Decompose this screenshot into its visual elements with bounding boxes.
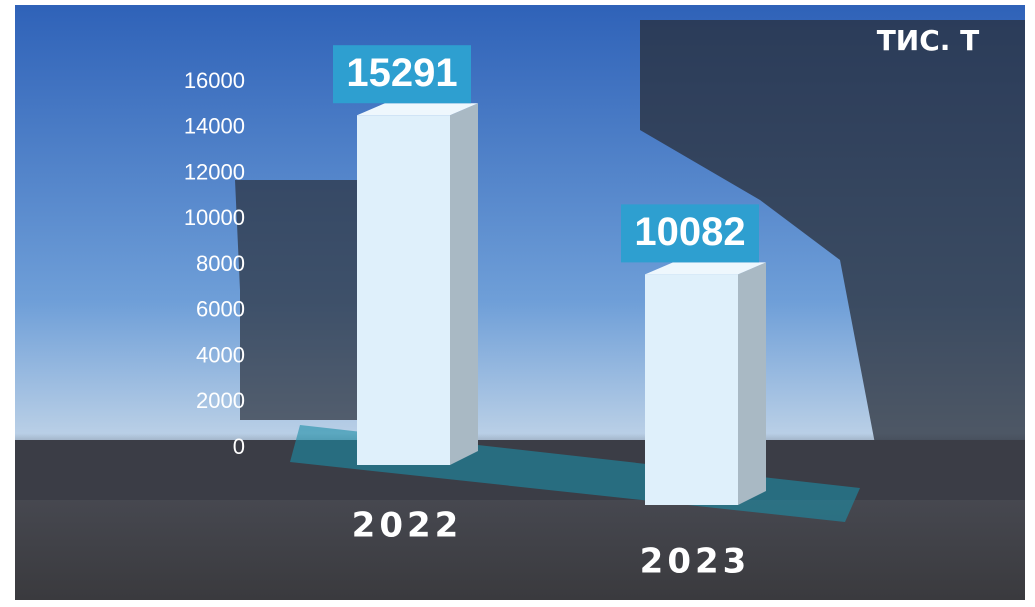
unit-label: ТИС. Т [877, 24, 980, 57]
bar [357, 115, 450, 465]
crane-silhouette [235, 180, 360, 420]
bar-side [738, 262, 766, 505]
value-label-box [333, 45, 471, 104]
bar-top [645, 262, 766, 275]
x-tick-label: 2022 [352, 506, 463, 546]
value-label-box [621, 204, 759, 263]
y-tick-label: 12000 [184, 159, 245, 184]
y-tick-label: 10000 [184, 205, 245, 230]
y-tick-label: 6000 [196, 297, 245, 322]
bar-side [450, 103, 478, 465]
bar-top [357, 103, 478, 116]
crane-silhouette [640, 20, 1025, 470]
y-tick-label: 14000 [184, 114, 245, 139]
y-tick-label: 2000 [196, 388, 245, 413]
y-tick-label: 8000 [196, 251, 245, 276]
y-tick-label: 4000 [196, 342, 245, 367]
value-label: 15291 [346, 51, 457, 95]
y-tick-label: 0 [233, 434, 245, 459]
x-tick-label: 2023 [640, 542, 751, 582]
y-tick-label: 16000 [184, 68, 245, 93]
bar [645, 274, 738, 505]
value-label: 10082 [634, 210, 745, 254]
